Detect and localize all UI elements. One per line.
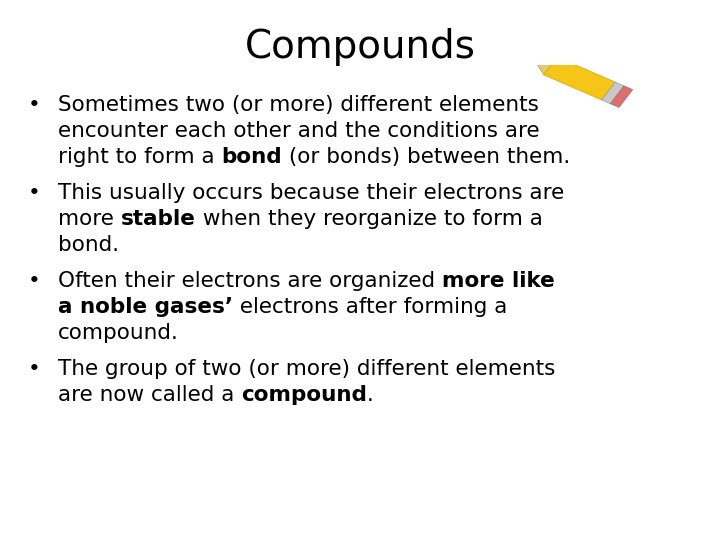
- Text: more like: more like: [442, 271, 554, 291]
- Text: The group of two (or more) different elements: The group of two (or more) different ele…: [58, 359, 555, 379]
- Text: compound.: compound.: [58, 323, 179, 343]
- Text: .: .: [367, 385, 374, 405]
- Text: encounter each other and the conditions are: encounter each other and the conditions …: [58, 121, 539, 141]
- Text: Sometimes two (or more) different elements: Sometimes two (or more) different elemen…: [58, 95, 539, 115]
- Text: •: •: [28, 95, 41, 115]
- Text: a noble gases’: a noble gases’: [58, 297, 233, 317]
- Text: more: more: [58, 209, 121, 229]
- Text: Compounds: Compounds: [245, 28, 475, 66]
- Polygon shape: [529, 57, 541, 64]
- Text: •: •: [28, 271, 41, 291]
- Polygon shape: [544, 57, 616, 100]
- Text: This usually occurs because their electrons are: This usually occurs because their electr…: [58, 183, 564, 203]
- Text: are now called a: are now called a: [58, 385, 241, 405]
- Text: stable: stable: [121, 209, 196, 229]
- Polygon shape: [602, 82, 624, 104]
- Text: right to form a: right to form a: [58, 147, 222, 167]
- Text: bond: bond: [222, 147, 282, 167]
- Text: compound: compound: [241, 385, 367, 405]
- Polygon shape: [537, 57, 557, 75]
- Text: Often their electrons are organized: Often their electrons are organized: [58, 271, 442, 291]
- Polygon shape: [611, 86, 633, 107]
- Text: •: •: [28, 183, 41, 203]
- Text: electrons after forming a: electrons after forming a: [233, 297, 508, 317]
- Text: (or bonds) between them.: (or bonds) between them.: [282, 147, 570, 167]
- Text: bond.: bond.: [58, 235, 119, 255]
- Text: when they reorganize to form a: when they reorganize to form a: [196, 209, 542, 229]
- Text: •: •: [28, 359, 41, 379]
